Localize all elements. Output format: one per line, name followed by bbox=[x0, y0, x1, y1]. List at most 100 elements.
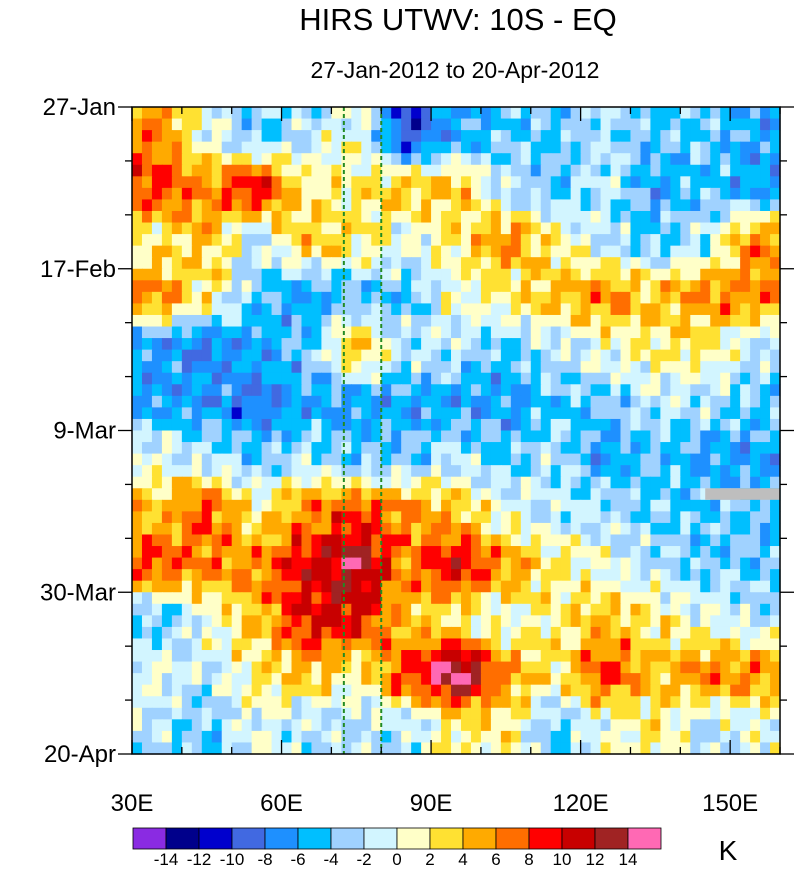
heat-cell bbox=[221, 546, 233, 559]
heat-cell bbox=[241, 650, 253, 663]
heat-cell bbox=[460, 395, 472, 408]
heat-cell bbox=[411, 661, 422, 674]
heat-cell bbox=[201, 141, 213, 154]
heat-cell bbox=[141, 430, 153, 443]
heat-cell bbox=[530, 626, 542, 640]
heat-cell bbox=[740, 661, 751, 674]
heat-cell bbox=[600, 546, 612, 559]
heat-cell bbox=[441, 257, 452, 270]
heat-cell bbox=[690, 118, 701, 131]
colorbar-swatch bbox=[627, 827, 662, 850]
heat-cell bbox=[630, 522, 642, 536]
heat-cell bbox=[500, 615, 512, 628]
heat-cell bbox=[760, 338, 771, 351]
heat-cell bbox=[530, 569, 542, 582]
heat-cell bbox=[201, 557, 213, 570]
heat-cell bbox=[301, 534, 313, 547]
heat-cell bbox=[221, 187, 233, 201]
heat-cell bbox=[760, 719, 771, 732]
heat-cell bbox=[261, 314, 273, 328]
heat-cell bbox=[311, 326, 323, 339]
heat-cell bbox=[251, 499, 263, 512]
heat-cell bbox=[201, 465, 213, 478]
heat-cell bbox=[630, 130, 642, 143]
heat-cell bbox=[730, 303, 741, 316]
heat-cell bbox=[351, 442, 362, 455]
heat-cell bbox=[301, 303, 313, 316]
heat-cell bbox=[730, 338, 741, 351]
heat-cell bbox=[520, 303, 532, 316]
heat-cell bbox=[161, 407, 173, 420]
heat-cell bbox=[301, 164, 313, 177]
heat-cell bbox=[351, 326, 362, 339]
heat-cell bbox=[191, 245, 203, 258]
heat-cell bbox=[550, 638, 562, 651]
heat-cell bbox=[710, 245, 721, 258]
heat-cell bbox=[630, 314, 642, 328]
heat-cell bbox=[490, 569, 502, 582]
heat-cell bbox=[580, 499, 592, 512]
heat-cell bbox=[421, 222, 432, 235]
heat-cell bbox=[570, 199, 582, 212]
heat-cell bbox=[490, 476, 502, 489]
heat-cell bbox=[371, 222, 382, 235]
heat-cell bbox=[640, 476, 651, 489]
heat-cell bbox=[620, 522, 632, 536]
heat-cell bbox=[171, 361, 183, 374]
heat-cell bbox=[441, 176, 452, 189]
heat-cell bbox=[331, 696, 342, 709]
heat-cell bbox=[690, 442, 701, 455]
heat-cell bbox=[500, 210, 512, 224]
heat-cell bbox=[540, 488, 552, 501]
heat-cell bbox=[720, 153, 731, 166]
heat-cell bbox=[540, 361, 552, 374]
heat-cell bbox=[550, 719, 562, 732]
heat-cell bbox=[660, 199, 671, 212]
heat-cell bbox=[530, 187, 542, 201]
heat-cell bbox=[191, 476, 203, 489]
heat-cell bbox=[201, 661, 213, 674]
heat-cell bbox=[700, 430, 711, 443]
heat-cell bbox=[431, 176, 442, 189]
heat-cell bbox=[760, 707, 771, 720]
heat-cell bbox=[480, 314, 492, 328]
heat-cell bbox=[610, 580, 622, 593]
heat-cell bbox=[590, 430, 602, 443]
heat-cell bbox=[630, 268, 642, 281]
heat-cell bbox=[291, 199, 303, 212]
heat-cell bbox=[510, 684, 522, 697]
heat-cell bbox=[560, 626, 572, 640]
heat-cell bbox=[261, 234, 273, 247]
heat-cell bbox=[740, 638, 751, 651]
x-tick-label: 30E bbox=[111, 790, 154, 817]
heat-cell bbox=[371, 199, 382, 212]
heat-cell bbox=[151, 661, 163, 674]
x-tick-label: 60E bbox=[260, 790, 303, 817]
heat-cell bbox=[181, 730, 193, 744]
heat-cell bbox=[331, 580, 342, 593]
heat-cell bbox=[660, 349, 671, 362]
heat-cell bbox=[600, 511, 612, 524]
heat-cell bbox=[680, 546, 691, 559]
heat-cell bbox=[201, 303, 213, 316]
heat-cell bbox=[470, 245, 482, 258]
heat-cell bbox=[301, 557, 313, 570]
heat-cell bbox=[321, 176, 332, 189]
heat-cell bbox=[770, 372, 781, 385]
heat-cell bbox=[490, 141, 502, 154]
heat-cell bbox=[231, 338, 243, 351]
heat-cell bbox=[371, 522, 382, 536]
heat-cell bbox=[431, 141, 442, 154]
heat-cell bbox=[480, 499, 492, 512]
heat-cell bbox=[740, 534, 751, 547]
heat-cell bbox=[600, 580, 612, 593]
heat-cell bbox=[490, 661, 502, 674]
heat-cell bbox=[361, 465, 372, 478]
heat-cell bbox=[311, 557, 323, 570]
heat-cell bbox=[770, 418, 781, 432]
heat-cell bbox=[401, 268, 412, 281]
heat-cell bbox=[490, 522, 502, 536]
heat-cell bbox=[460, 546, 472, 559]
heat-cell bbox=[451, 199, 462, 212]
heat-cell bbox=[311, 291, 323, 305]
